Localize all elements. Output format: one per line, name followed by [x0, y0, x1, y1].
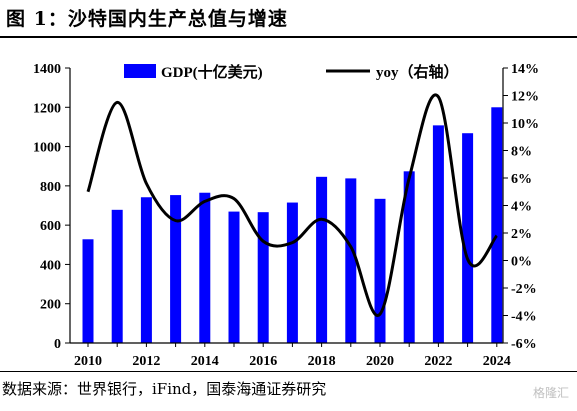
- gdp-bar-2010: [82, 239, 94, 343]
- gdp-bar-2014: [199, 192, 211, 343]
- yoy-line-layer: [86, 93, 498, 317]
- right-tick-label: 6%: [511, 172, 532, 187]
- gdp-bar-2024: [491, 107, 503, 344]
- left-tick-label: 1000: [33, 141, 61, 156]
- gdp-bars: [82, 107, 503, 344]
- left-tick-label: 400: [40, 258, 61, 273]
- legend-gdp-swatch: [124, 64, 156, 78]
- watermark-logo: 格隆汇: [532, 386, 569, 400]
- right-tick-label: 2%: [511, 227, 532, 242]
- title-divider: [0, 36, 577, 38]
- right-tick-label: -2%: [511, 282, 537, 297]
- left-tick-label: 1200: [33, 101, 61, 116]
- yoy-line: [86, 93, 498, 317]
- x-tick-label: 2012: [132, 354, 160, 369]
- x-tick-label: 2014: [191, 354, 219, 369]
- chart-title: 图 1：沙特国内生产总值与增速: [6, 8, 288, 30]
- data-source-note: 数据来源：世界银行，iFind，国泰海通证券研究: [2, 380, 327, 398]
- gdp-bar-2022: [432, 125, 444, 343]
- right-tick-label: -4%: [511, 310, 537, 325]
- gdp-bar-2011: [111, 209, 123, 343]
- gdp-bar-2015: [228, 211, 240, 343]
- right-tick-label: 8%: [511, 145, 532, 160]
- x-tick-label: 2010: [74, 354, 102, 369]
- right-tick-label: 14%: [511, 62, 539, 77]
- right-tick-label: 12%: [511, 90, 539, 105]
- left-tick-label: 600: [40, 219, 61, 234]
- left-tick-label: 0: [54, 337, 61, 352]
- x-tick-label: 2024: [483, 354, 511, 369]
- gdp-bar-2020: [374, 198, 386, 343]
- source-divider: [0, 371, 577, 372]
- gdp-bar-2013: [170, 195, 182, 343]
- chart-legend: GDP(十亿美元) yoy（右轴）: [124, 63, 459, 81]
- left-tick-label: 200: [40, 298, 61, 313]
- gdp-bar-2018: [316, 176, 328, 343]
- x-tick-label: 2018: [308, 354, 336, 369]
- gdp-bar-2016: [257, 212, 269, 343]
- x-tick-label: 2022: [424, 354, 452, 369]
- gdp-bar-2019: [345, 178, 357, 343]
- left-tick-label: 1400: [33, 62, 61, 77]
- legend-yoy-label: yoy（右轴）: [376, 63, 459, 81]
- chart-axes: 0 200 400 600 800 1000 1200 1400 -6% -4% -2% 0% 2% 4%…: [33, 62, 539, 369]
- right-tick-label: 10%: [511, 117, 539, 132]
- gdp-bar-2023: [462, 133, 474, 343]
- right-tick-label: 4%: [511, 200, 532, 215]
- gdp-bar-2012: [140, 197, 152, 343]
- x-tick-label: 2020: [366, 354, 394, 369]
- right-tick-label: 0%: [511, 255, 532, 270]
- gdp-yoy-chart: 0 200 400 600 800 1000 1200 1400 -6% -4% -2% 0% 2% 4%…: [33, 62, 539, 369]
- legend-gdp-label: GDP(十亿美元): [161, 63, 263, 81]
- right-tick-label: -6%: [511, 337, 537, 352]
- gdp-bar-2021: [403, 171, 415, 343]
- gdp-bar-2017: [286, 202, 298, 343]
- left-tick-label: 800: [40, 180, 61, 195]
- x-tick-label: 2016: [249, 354, 277, 369]
